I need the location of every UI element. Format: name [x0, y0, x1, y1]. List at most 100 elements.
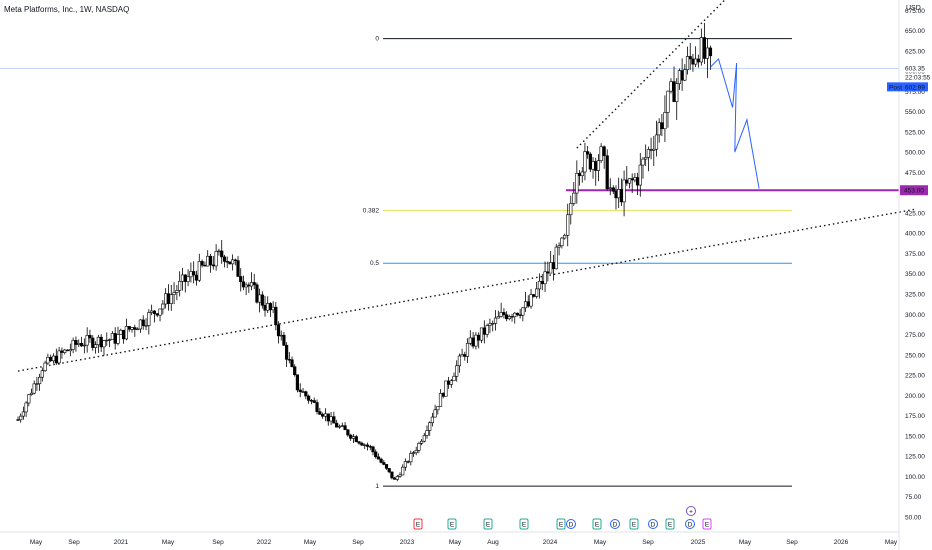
candle	[79, 336, 84, 348]
candle	[505, 311, 509, 322]
candles-group	[16, 22, 713, 482]
y-tick-label: 575.00	[905, 89, 925, 96]
candle	[307, 394, 311, 404]
earnings-badge[interactable]: E	[556, 518, 566, 530]
candle	[465, 338, 470, 364]
svg-text:E: E	[522, 522, 527, 529]
x-tick-label: 2024	[543, 539, 558, 546]
candle	[699, 28, 703, 66]
candle	[638, 152, 642, 197]
earnings-badge[interactable]: E	[483, 518, 493, 530]
candle	[263, 295, 267, 317]
candle	[619, 178, 623, 206]
x-tick-label: 2022	[257, 539, 272, 546]
candle	[161, 300, 165, 315]
candle	[105, 332, 109, 346]
candle	[485, 323, 489, 338]
candle	[119, 328, 123, 335]
candle	[518, 308, 522, 319]
earnings-badge[interactable]: E	[519, 518, 529, 530]
fib-0-label: 0	[375, 36, 379, 43]
candle	[231, 254, 235, 271]
earnings-badge[interactable]: E	[702, 518, 712, 530]
candle	[403, 458, 408, 471]
candle	[99, 334, 103, 353]
y-tick-label: 75.00	[905, 494, 922, 501]
y-tick-label: 200.00	[905, 393, 925, 400]
candle	[496, 310, 500, 319]
candle	[172, 282, 176, 305]
candle	[357, 441, 361, 445]
candle	[521, 307, 525, 322]
currency-label[interactable]: USD	[906, 5, 921, 12]
dividend-badge[interactable]: D	[610, 519, 620, 529]
candle	[414, 446, 418, 456]
candle	[608, 178, 612, 196]
earnings-badge[interactable]: E	[629, 518, 639, 530]
candle	[563, 233, 567, 240]
candle	[537, 273, 542, 299]
svg-text:E: E	[632, 522, 637, 529]
earnings-badge[interactable]: E	[413, 518, 423, 530]
candle	[452, 372, 456, 382]
candle	[268, 302, 273, 317]
candle	[136, 327, 140, 331]
candle	[660, 114, 664, 137]
candle	[290, 356, 294, 368]
candle	[85, 327, 89, 353]
fib-0382-label: 0.382	[363, 208, 380, 215]
candle	[236, 256, 240, 277]
last-price-tag: 603.35	[900, 63, 932, 73]
x-tick-label: May	[885, 539, 898, 546]
candle	[258, 288, 262, 313]
candle	[551, 254, 556, 281]
candle	[255, 282, 259, 304]
y-tick-label: 50.00	[905, 514, 922, 521]
split-badge[interactable]: +	[686, 506, 696, 516]
candle	[360, 441, 364, 446]
projection-path[interactable]	[710, 57, 760, 189]
candle	[192, 261, 196, 284]
earnings-badge[interactable]: E	[447, 518, 457, 530]
candle	[479, 327, 484, 344]
earnings-badge[interactable]: E	[665, 518, 675, 530]
svg-text:D: D	[569, 522, 574, 529]
candle	[691, 53, 695, 72]
candle	[239, 268, 243, 292]
candle	[203, 261, 207, 267]
candle	[572, 181, 576, 206]
candle	[401, 464, 405, 476]
candle	[121, 329, 126, 344]
dividend-badge[interactable]: D	[566, 519, 576, 529]
y-tick-label: 150.00	[905, 433, 925, 440]
candle	[138, 319, 143, 333]
candle	[189, 262, 193, 283]
symbol-title[interactable]: Meta Platforms, Inc., 1W, NASDAQ	[4, 5, 130, 14]
candle	[295, 374, 300, 393]
candle	[569, 195, 573, 225]
candle	[382, 459, 386, 466]
svg-text:E: E	[559, 522, 564, 529]
dividend-badge[interactable]: D	[648, 519, 658, 529]
candle	[315, 399, 319, 415]
trendline-1[interactable]	[17, 208, 918, 372]
candle	[74, 336, 78, 352]
candle	[447, 376, 451, 389]
candle	[633, 173, 637, 183]
y-tick-label: 675.00	[905, 8, 925, 15]
candle	[178, 271, 182, 297]
candle	[406, 460, 410, 464]
candle	[220, 240, 224, 264]
dividend-badge[interactable]: D	[685, 519, 695, 529]
x-tick-label: Sep	[68, 539, 80, 546]
candle	[463, 351, 467, 361]
svg-text:602.99: 602.99	[905, 84, 925, 91]
svg-text:D: D	[688, 522, 693, 529]
y-tick-label: 100.00	[905, 474, 925, 481]
x-tick-label: May	[449, 539, 462, 546]
earnings-badge[interactable]: E	[592, 518, 602, 530]
candle	[560, 236, 564, 249]
candle	[566, 203, 570, 247]
candle	[116, 326, 120, 346]
